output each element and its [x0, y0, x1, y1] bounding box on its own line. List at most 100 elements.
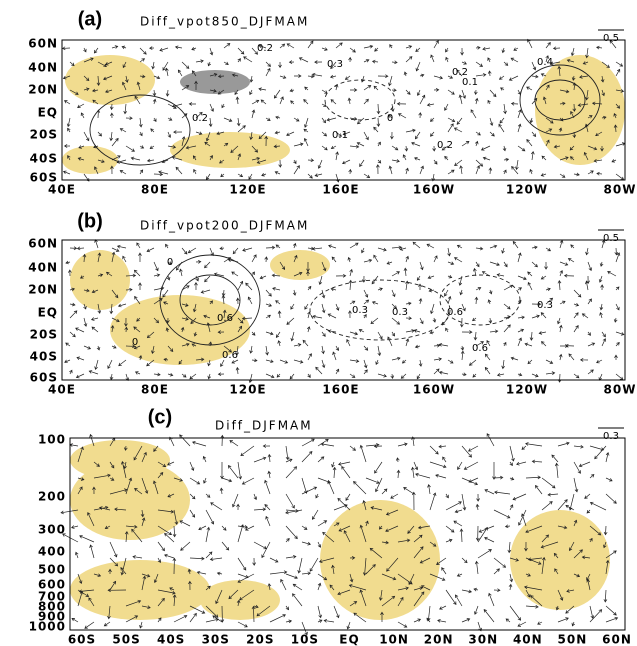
wind-vector	[499, 117, 505, 124]
wind-vector	[247, 296, 253, 305]
wind-vector	[589, 474, 595, 479]
wind-vector	[133, 445, 143, 461]
wind-vector	[503, 341, 507, 347]
section-frame	[69, 437, 626, 631]
wind-vector	[109, 488, 128, 495]
wind-vector	[377, 74, 389, 79]
wind-vector	[435, 473, 447, 479]
contour-label: 0.6	[222, 350, 238, 361]
wind-vector	[433, 40, 439, 49]
wind-vector	[570, 110, 575, 119]
wind-vector	[223, 142, 229, 147]
wind-vector	[205, 617, 219, 623]
wind-vector	[510, 356, 519, 361]
wind-vector	[447, 169, 455, 175]
wind-vector	[476, 493, 480, 502]
x-tick-label: 20S	[246, 633, 274, 646]
wind-vector	[157, 461, 167, 467]
wind-vector	[472, 373, 477, 378]
wind-vector	[363, 44, 374, 49]
wind-vector	[146, 359, 155, 367]
wind-vector	[161, 159, 169, 164]
wind-vector	[293, 271, 303, 277]
wind-vector	[605, 493, 617, 504]
wind-vector	[136, 317, 141, 322]
wind-vector	[475, 45, 481, 50]
wind-vector	[265, 345, 269, 356]
wind-vector	[589, 609, 603, 623]
wind-vector	[278, 61, 282, 69]
wind-vector	[484, 353, 491, 361]
wind-vector	[330, 99, 337, 105]
wind-vector	[62, 75, 71, 80]
wind-vector	[332, 351, 337, 361]
wind-vector	[317, 159, 323, 169]
wind-vector	[133, 326, 141, 333]
wind-vector	[526, 86, 533, 91]
contour-label: 0.1	[332, 130, 348, 141]
wind-vector	[125, 344, 136, 349]
wind-vector	[321, 345, 325, 355]
wind-vector	[153, 286, 165, 291]
x-tick-label: 50S	[112, 633, 140, 646]
map-frame	[61, 39, 626, 181]
wind-vector	[69, 89, 79, 95]
contour-label: 0	[167, 257, 173, 268]
wind-vector	[272, 287, 281, 291]
x-tick-label: 80W	[604, 183, 637, 197]
wind-vector	[418, 283, 422, 291]
contour-label: 0	[387, 113, 393, 124]
wind-vector	[359, 159, 365, 167]
y-tick-label: 500	[38, 563, 66, 577]
contour-label: 0.1	[462, 77, 478, 88]
wind-vector	[447, 123, 454, 133]
wind-vector	[447, 75, 454, 79]
wind-vector	[517, 299, 522, 305]
wind-vector	[229, 440, 239, 447]
wind-vector	[363, 131, 369, 141]
wind-vector	[253, 541, 267, 550]
wind-vector	[205, 585, 211, 591]
y-tick-label: 60S	[30, 371, 58, 385]
contour-label: 0	[132, 337, 138, 348]
wind-vector	[587, 170, 594, 175]
wind-vector	[346, 338, 351, 347]
wind-vector	[535, 484, 543, 495]
wind-vector	[615, 331, 625, 336]
wind-vector	[109, 373, 114, 381]
contour-line	[439, 274, 521, 326]
wind-vector	[292, 593, 303, 607]
wind-vector	[371, 59, 379, 64]
wind-vector	[477, 526, 488, 543]
wind-vector	[297, 557, 303, 574]
wind-vector	[341, 159, 351, 165]
wind-vector	[390, 131, 394, 140]
wind-vectors	[60, 38, 626, 636]
wind-vector	[146, 331, 155, 339]
contour-label: 0.2	[437, 140, 453, 151]
wind-vector	[376, 103, 381, 115]
wind-vector	[531, 245, 538, 250]
wind-vector	[312, 314, 323, 319]
wind-vector	[262, 444, 271, 448]
wind-vector	[304, 86, 309, 91]
wind-vector	[125, 373, 130, 382]
wind-vector	[494, 490, 511, 495]
wind-vector	[167, 103, 177, 109]
wind-vector	[312, 509, 319, 520]
wind-vector	[253, 456, 267, 463]
wind-vector	[83, 131, 90, 142]
wind-vector	[120, 567, 127, 575]
wind-vector	[517, 109, 522, 119]
wind-vector	[615, 252, 621, 263]
wind-vector	[192, 155, 197, 161]
wind-vector	[445, 525, 455, 533]
wind-vector	[314, 60, 323, 64]
wind-vector	[157, 541, 165, 552]
x-tick-label: 20N	[424, 633, 454, 646]
wind-vector	[429, 461, 447, 469]
wind-vector	[301, 451, 313, 463]
y-tick-label: 400	[38, 545, 66, 559]
wind-vector	[489, 244, 498, 249]
wind-vector	[173, 477, 183, 482]
